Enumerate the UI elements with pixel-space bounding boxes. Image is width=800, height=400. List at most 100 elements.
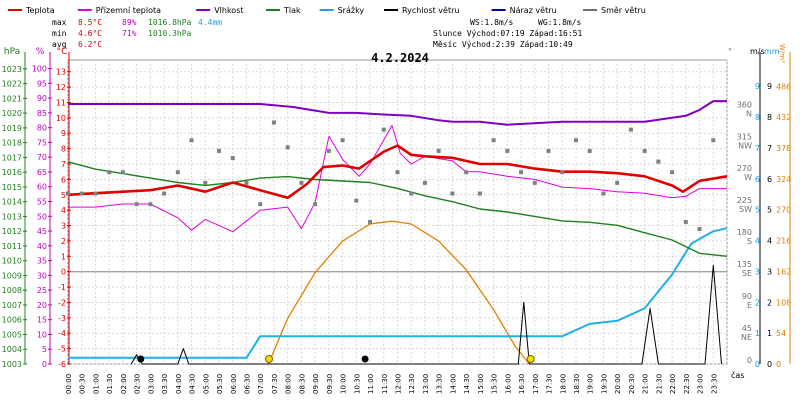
wind-direction-point bbox=[587, 148, 592, 153]
wind-direction-point bbox=[285, 145, 290, 150]
direction-tick-label: 270 bbox=[737, 164, 752, 173]
wind-speed-info: WS:1.8m/s bbox=[470, 18, 514, 27]
wind-direction-point bbox=[601, 191, 606, 196]
rain-tick-label: 8 bbox=[755, 113, 760, 122]
direction-tick-label: 0 bbox=[747, 356, 752, 365]
hpa-tick-label: 1012 bbox=[2, 227, 22, 236]
wind-direction-point bbox=[628, 127, 633, 132]
temperature-tick-label: -6 bbox=[58, 360, 66, 369]
x-tick-label: 19:30 bbox=[600, 374, 608, 394]
humidity-tick-label: 30 bbox=[37, 271, 47, 280]
wind-direction-point bbox=[203, 180, 208, 185]
x-tick-label: 20:30 bbox=[628, 374, 636, 394]
wind-direction-point bbox=[656, 159, 661, 164]
solar-tick-label: 378 bbox=[776, 144, 791, 153]
wind-direction-point bbox=[615, 180, 620, 185]
speed-tick-label: 0 bbox=[767, 360, 772, 369]
x-tick-label: 07:30 bbox=[271, 374, 279, 394]
x-tick-label: 14:00 bbox=[449, 374, 457, 394]
hpa-tick-label: 1010 bbox=[2, 257, 22, 266]
humidity-tick-label: 55 bbox=[37, 198, 47, 207]
legend-label: Náraz větru bbox=[510, 6, 557, 15]
wind-direction-point bbox=[175, 170, 180, 175]
direction-tick-label: 135 bbox=[737, 260, 752, 269]
humidity-tick-label: 40 bbox=[37, 242, 47, 251]
x-tick-label: 11:30 bbox=[381, 374, 389, 394]
solar-tick-label: 216 bbox=[776, 237, 791, 246]
legend-label: Směr větru bbox=[601, 6, 646, 15]
hpa-tick-label: 1008 bbox=[2, 286, 22, 295]
temperature-tick-label: 4 bbox=[61, 206, 66, 215]
pressure-line bbox=[67, 161, 728, 257]
wind-direction-point bbox=[505, 148, 510, 153]
x-tick-label: 00:30 bbox=[79, 374, 87, 394]
wind-direction-point bbox=[491, 138, 496, 143]
direction-tick-name: E bbox=[747, 301, 752, 310]
wind-direction-point bbox=[271, 120, 276, 125]
direction-tick-name: SE bbox=[742, 269, 752, 278]
chart-axes: 1003100410051006100710081009101010111012… bbox=[2, 44, 792, 394]
hpa-tick-label: 1022 bbox=[2, 80, 22, 89]
x-tick-label: 15:00 bbox=[477, 374, 485, 394]
speed-tick-label: 4 bbox=[767, 237, 772, 246]
x-tick-label: 01:00 bbox=[92, 374, 100, 394]
wind-direction-point bbox=[313, 202, 318, 207]
chart-grid bbox=[67, 59, 728, 365]
x-tick-label: 13:30 bbox=[436, 374, 444, 394]
x-tick-label: 04:30 bbox=[189, 374, 197, 394]
wind-direction-point bbox=[464, 170, 469, 175]
stats-max-pressure: 1016.8hPa bbox=[148, 18, 192, 27]
stats-avg-temp: 6.2°C bbox=[78, 40, 102, 49]
wind-direction-point bbox=[395, 170, 400, 175]
speed-tick-label: 7 bbox=[767, 144, 772, 153]
hpa-tick-label: 1015 bbox=[2, 183, 22, 192]
legend-label: Rychlost větru bbox=[402, 6, 459, 15]
wind-direction-point bbox=[258, 202, 263, 207]
x-tick-label: 14:30 bbox=[463, 374, 471, 394]
x-tick-label: 21:30 bbox=[655, 374, 663, 394]
rain-line bbox=[68, 227, 728, 359]
legend-label: Tlak bbox=[283, 6, 301, 15]
x-tick-label: 10:00 bbox=[340, 374, 348, 394]
rain-tick-label: 6 bbox=[755, 175, 760, 184]
speed-tick-label: 9 bbox=[767, 82, 772, 91]
hpa-tick-label: 1011 bbox=[2, 242, 22, 251]
hpa-tick-label: 1020 bbox=[2, 109, 22, 118]
humidity-axis-title: % bbox=[36, 47, 45, 57]
direction-tick-name: NE bbox=[741, 333, 752, 342]
stats-max-label: max bbox=[52, 18, 67, 27]
wind-direction-point bbox=[450, 191, 455, 196]
solar-tick-label: 486 bbox=[776, 82, 791, 91]
humidity-tick-label: 25 bbox=[37, 286, 47, 295]
x-tick-label: 09:00 bbox=[312, 374, 320, 394]
direction-tick-label: 90 bbox=[742, 292, 752, 301]
x-tick-label: 08:30 bbox=[298, 374, 306, 394]
x-tick-label: 02:00 bbox=[120, 374, 128, 394]
direction-tick-name: SW bbox=[739, 205, 752, 214]
wind-direction-point bbox=[642, 148, 647, 153]
wind-direction-point bbox=[354, 198, 359, 203]
humidity-tick-label: 75 bbox=[37, 138, 47, 147]
rain-tick-label: 3 bbox=[755, 267, 760, 276]
solar-tick-label: 0 bbox=[776, 360, 781, 369]
x-tick-label: 05:30 bbox=[216, 374, 224, 394]
humidity-tick-label: 90 bbox=[37, 94, 47, 103]
hpa-tick-label: 1005 bbox=[2, 330, 22, 339]
x-tick-label: 19:00 bbox=[587, 374, 595, 394]
direction-tick-name: N bbox=[746, 109, 752, 118]
direction-tick-name: W bbox=[744, 173, 752, 182]
wind-direction-point bbox=[573, 138, 578, 143]
wind-direction-point bbox=[519, 170, 524, 175]
wind-direction-point bbox=[93, 191, 98, 196]
x-tick-label: 03:00 bbox=[147, 374, 155, 394]
stats-max-humidity: 89% bbox=[122, 18, 137, 27]
solar-tick-label: 324 bbox=[776, 175, 791, 184]
x-tick-label: 00:00 bbox=[65, 374, 73, 394]
temperature-tick-label: -2 bbox=[58, 298, 66, 307]
humidity-tick-label: 60 bbox=[37, 183, 47, 192]
wind-direction-point bbox=[381, 127, 386, 132]
temperature-tick-label: 10 bbox=[56, 114, 66, 123]
x-tick-label: 15:30 bbox=[491, 374, 499, 394]
x-tick-label: 20:00 bbox=[614, 374, 622, 394]
